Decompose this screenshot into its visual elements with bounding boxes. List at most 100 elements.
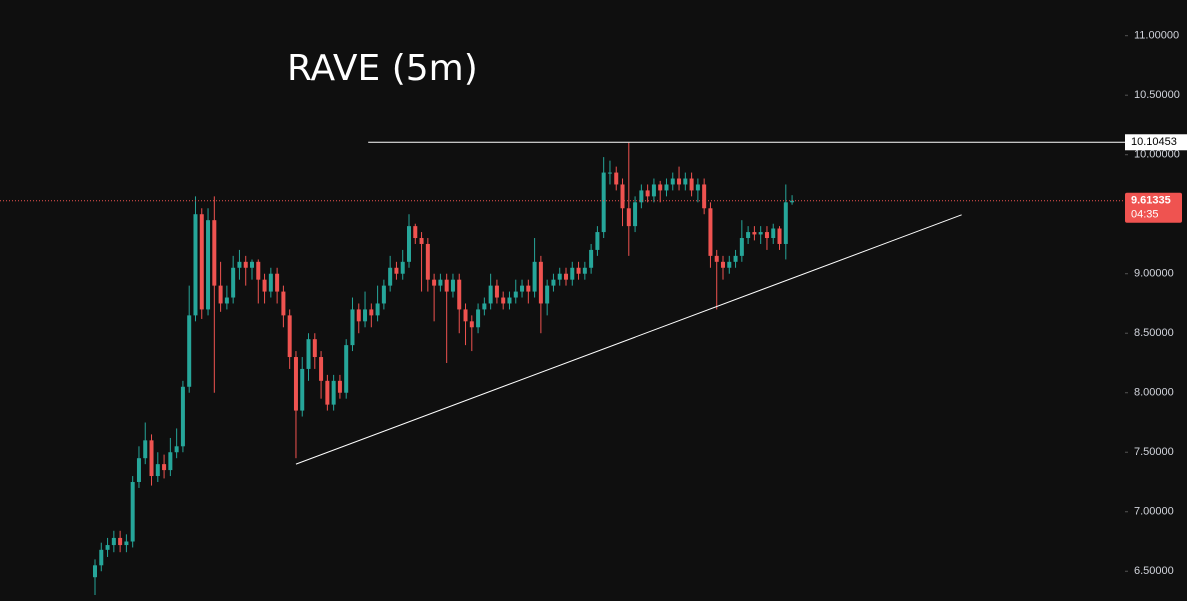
candle-body xyxy=(758,232,763,235)
chart-title: RAVE (5m) xyxy=(287,48,478,89)
candle-body xyxy=(432,279,437,286)
candle-body xyxy=(118,537,123,546)
candle-body xyxy=(237,261,242,268)
candle-body xyxy=(218,285,223,304)
candle-body xyxy=(413,226,418,239)
candle-body xyxy=(231,267,236,298)
candle-body xyxy=(764,232,769,239)
candle-body xyxy=(601,172,606,233)
candle-body xyxy=(626,208,631,227)
candle-body xyxy=(727,261,732,268)
candle-body xyxy=(790,200,795,203)
candle-body xyxy=(319,357,324,381)
candle-body xyxy=(532,261,537,292)
candle-body xyxy=(105,545,110,550)
candle-body xyxy=(174,446,179,453)
candle-body xyxy=(714,255,719,262)
candle-body xyxy=(300,368,305,411)
candle-body xyxy=(268,273,273,292)
candle-body xyxy=(256,261,261,280)
candle-body xyxy=(545,285,550,304)
candle-body xyxy=(369,309,374,316)
candle-body xyxy=(595,232,600,250)
candle-body xyxy=(388,267,393,286)
last-price-box xyxy=(1125,192,1182,223)
candle-body xyxy=(331,380,336,405)
y-tick-label: 9.00000 xyxy=(1134,268,1174,280)
candle-body xyxy=(494,285,499,298)
candle-body xyxy=(93,565,97,578)
horizontal-line-label-box xyxy=(1125,134,1187,151)
candle-body xyxy=(476,309,481,328)
candle-body xyxy=(783,202,788,244)
candle-body xyxy=(99,549,104,566)
trend-line xyxy=(295,214,962,465)
candle-body xyxy=(501,297,506,304)
candle-body xyxy=(155,464,160,477)
candle-body xyxy=(576,267,581,274)
candle-body xyxy=(262,279,267,292)
candle-body xyxy=(363,309,368,322)
candle-body xyxy=(620,184,625,209)
candle-body xyxy=(708,208,713,256)
candle-body xyxy=(702,184,707,209)
y-tick-label: 10.00000 xyxy=(1134,149,1180,161)
candle-body xyxy=(143,440,148,459)
y-tick-label: 7.00000 xyxy=(1134,506,1174,518)
candle-body xyxy=(664,184,669,191)
candle-body xyxy=(450,279,455,292)
candle-body xyxy=(180,386,185,447)
candle-body xyxy=(633,202,638,227)
candle-body xyxy=(733,255,738,262)
candle-body xyxy=(212,220,217,286)
candle-body xyxy=(488,285,493,304)
candle-body xyxy=(111,537,116,546)
candle-body xyxy=(187,315,192,387)
candle-body xyxy=(658,184,663,191)
candle-body xyxy=(695,184,700,191)
candle-body xyxy=(275,273,280,292)
candle-body xyxy=(407,226,411,262)
candle-body xyxy=(771,228,776,239)
candle-body xyxy=(130,481,135,542)
candle-body xyxy=(607,172,612,174)
candle-body xyxy=(639,190,644,203)
candle-body xyxy=(557,273,562,280)
y-tick-label: 7.50000 xyxy=(1134,446,1174,458)
candle-body xyxy=(645,190,650,197)
candle-body xyxy=(520,285,525,292)
candle-body xyxy=(344,345,349,393)
candle-body xyxy=(206,220,211,310)
candle-body xyxy=(689,178,694,191)
candle-body xyxy=(325,380,330,405)
candle-body xyxy=(162,464,167,471)
candle-body xyxy=(281,291,286,316)
y-tick-label: 11.00000 xyxy=(1134,30,1179,42)
candle-body xyxy=(570,267,575,280)
candle-body xyxy=(312,339,317,358)
candle-body xyxy=(293,357,298,411)
candle-body xyxy=(513,291,518,298)
candle-body xyxy=(482,303,487,310)
candle-body xyxy=(752,232,757,235)
candle-body xyxy=(777,228,782,244)
horizontal-line-label: 10.10453 xyxy=(1131,136,1177,148)
y-tick-label: 10.50000 xyxy=(1134,89,1180,101)
candle-body xyxy=(614,172,619,185)
candle-body xyxy=(721,261,725,268)
candle-body xyxy=(469,321,474,328)
candle-body xyxy=(739,238,744,256)
candle-body xyxy=(193,214,198,316)
y-tick-label: 6.50000 xyxy=(1134,565,1174,577)
candle-body xyxy=(149,440,154,477)
candle-body xyxy=(199,214,204,310)
candle-body xyxy=(526,285,531,292)
candle-body xyxy=(287,315,292,358)
candle-body xyxy=(124,541,129,546)
candle-body xyxy=(582,267,587,274)
candle-body xyxy=(350,309,355,346)
candle-body xyxy=(425,243,430,280)
